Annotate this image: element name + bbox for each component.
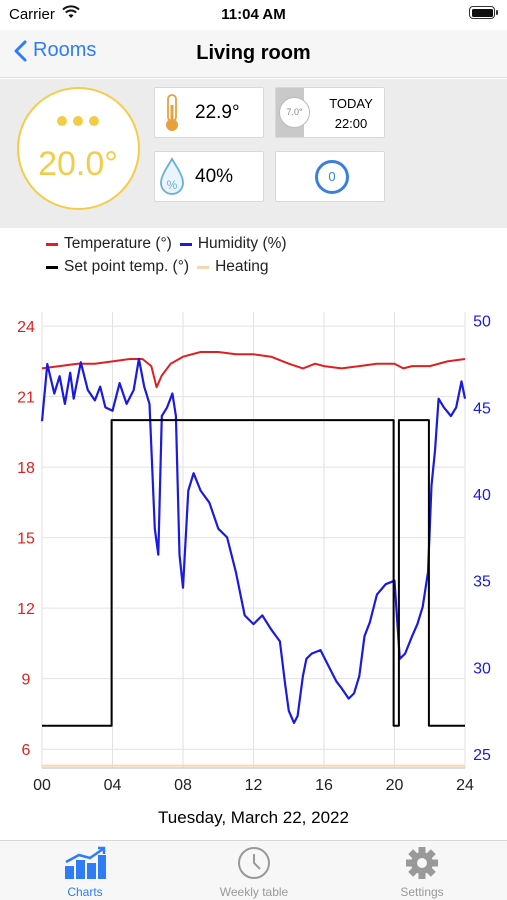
tab-settings[interactable]: Settings xyxy=(362,846,482,899)
legend-item-setpoint: Set point temp. (°) xyxy=(46,258,189,276)
x-tick-label: 08 xyxy=(174,777,192,794)
counter-tile[interactable]: 0 xyxy=(275,151,385,202)
tab-charts[interactable]: Charts xyxy=(25,846,145,899)
y-left-tick-label: 9 xyxy=(22,672,31,689)
setpoint-value: 20.0° xyxy=(38,145,118,183)
y-left-tick-label: 18 xyxy=(17,460,35,477)
bar-chart-icon xyxy=(65,846,106,879)
history-chart[interactable]: 00 04 08 12 16 20 24 24 21 18 15 12 9 6 50 45 40 35 30 25 xyxy=(0,300,507,800)
back-button[interactable]: Rooms xyxy=(14,39,96,62)
legend-item-temperature: Temperature (°) xyxy=(46,235,172,253)
legend-item-humidity: Humidity (%) xyxy=(179,235,287,253)
temperature-tile: 22.9° xyxy=(154,87,264,138)
temperature-value: 22.9° xyxy=(195,102,240,123)
y-right-tick-label: 45 xyxy=(473,400,491,417)
more-dots-icon xyxy=(19,113,137,131)
series-line-humidity xyxy=(40,357,467,724)
chevron-left-icon xyxy=(14,40,27,61)
counter-badge: 0 xyxy=(315,160,349,194)
legend-item-heating: Heating xyxy=(197,258,269,276)
y-left-tick-label: 15 xyxy=(17,531,35,548)
status-bar: Carrier 11:04 AM xyxy=(0,0,507,30)
back-button-label: Rooms xyxy=(33,39,97,61)
schedule-tile[interactable]: 7.0° TODAY 22:00 xyxy=(275,87,385,138)
thermometer-icon xyxy=(166,94,178,131)
y-right-tick-label: 25 xyxy=(473,747,491,764)
schedule-time: 22:00 xyxy=(334,116,368,131)
y-left-tick-label: 6 xyxy=(22,742,31,759)
y-right-tick-label: 30 xyxy=(473,660,491,677)
x-tick-label: 20 xyxy=(386,777,404,794)
schedule-day: TODAY xyxy=(329,96,373,111)
tab-charts-label: Charts xyxy=(67,885,103,899)
humidity-drop-icon: % xyxy=(160,157,184,195)
y-right-tick-label: 50 xyxy=(473,314,491,331)
gear-icon xyxy=(406,847,438,879)
x-tick-label: 00 xyxy=(33,777,51,794)
navigation-bar: Rooms Living room xyxy=(0,30,507,78)
wifi-icon xyxy=(62,5,80,23)
x-tick-label: 12 xyxy=(245,777,263,794)
y-left-tick-label: 12 xyxy=(17,601,35,618)
series-line-temperature xyxy=(41,351,466,389)
clock-icon xyxy=(238,847,270,879)
x-tick-label: 16 xyxy=(315,777,333,794)
tab-weekly-table-label: Weekly table xyxy=(219,885,289,899)
x-tick-label: 04 xyxy=(104,777,122,794)
humidity-value: 40% xyxy=(195,166,234,187)
series-line-set-point-temp xyxy=(42,419,465,727)
chart-date: Tuesday, March 22, 2022 xyxy=(158,808,349,827)
y-right-tick-label: 35 xyxy=(473,574,491,591)
carrier-label: Carrier xyxy=(9,6,55,23)
humidity-tile: % 40% xyxy=(154,151,264,202)
clock: 11:04 AM xyxy=(221,6,286,23)
tab-weekly-table[interactable]: Weekly table xyxy=(194,846,314,899)
page-title: Living room xyxy=(196,42,311,64)
y-right-tick-label: 40 xyxy=(473,487,491,504)
tab-bar: Charts Weekly table Settings xyxy=(0,840,507,900)
room-summary-panel: 20.0° 22.9° % 40% 7.0° TODAY 22:00 0 xyxy=(0,79,507,228)
next-setpoint-circle: 7.0° xyxy=(279,97,310,128)
tab-settings-label: Settings xyxy=(400,885,444,899)
setpoint-dial[interactable]: 20.0° xyxy=(17,87,140,210)
svg-text:%: % xyxy=(167,178,178,192)
x-tick-label: 24 xyxy=(456,777,474,794)
battery-icon xyxy=(469,6,498,19)
y-left-tick-label: 24 xyxy=(17,319,35,336)
y-left-tick-label: 21 xyxy=(17,390,35,407)
